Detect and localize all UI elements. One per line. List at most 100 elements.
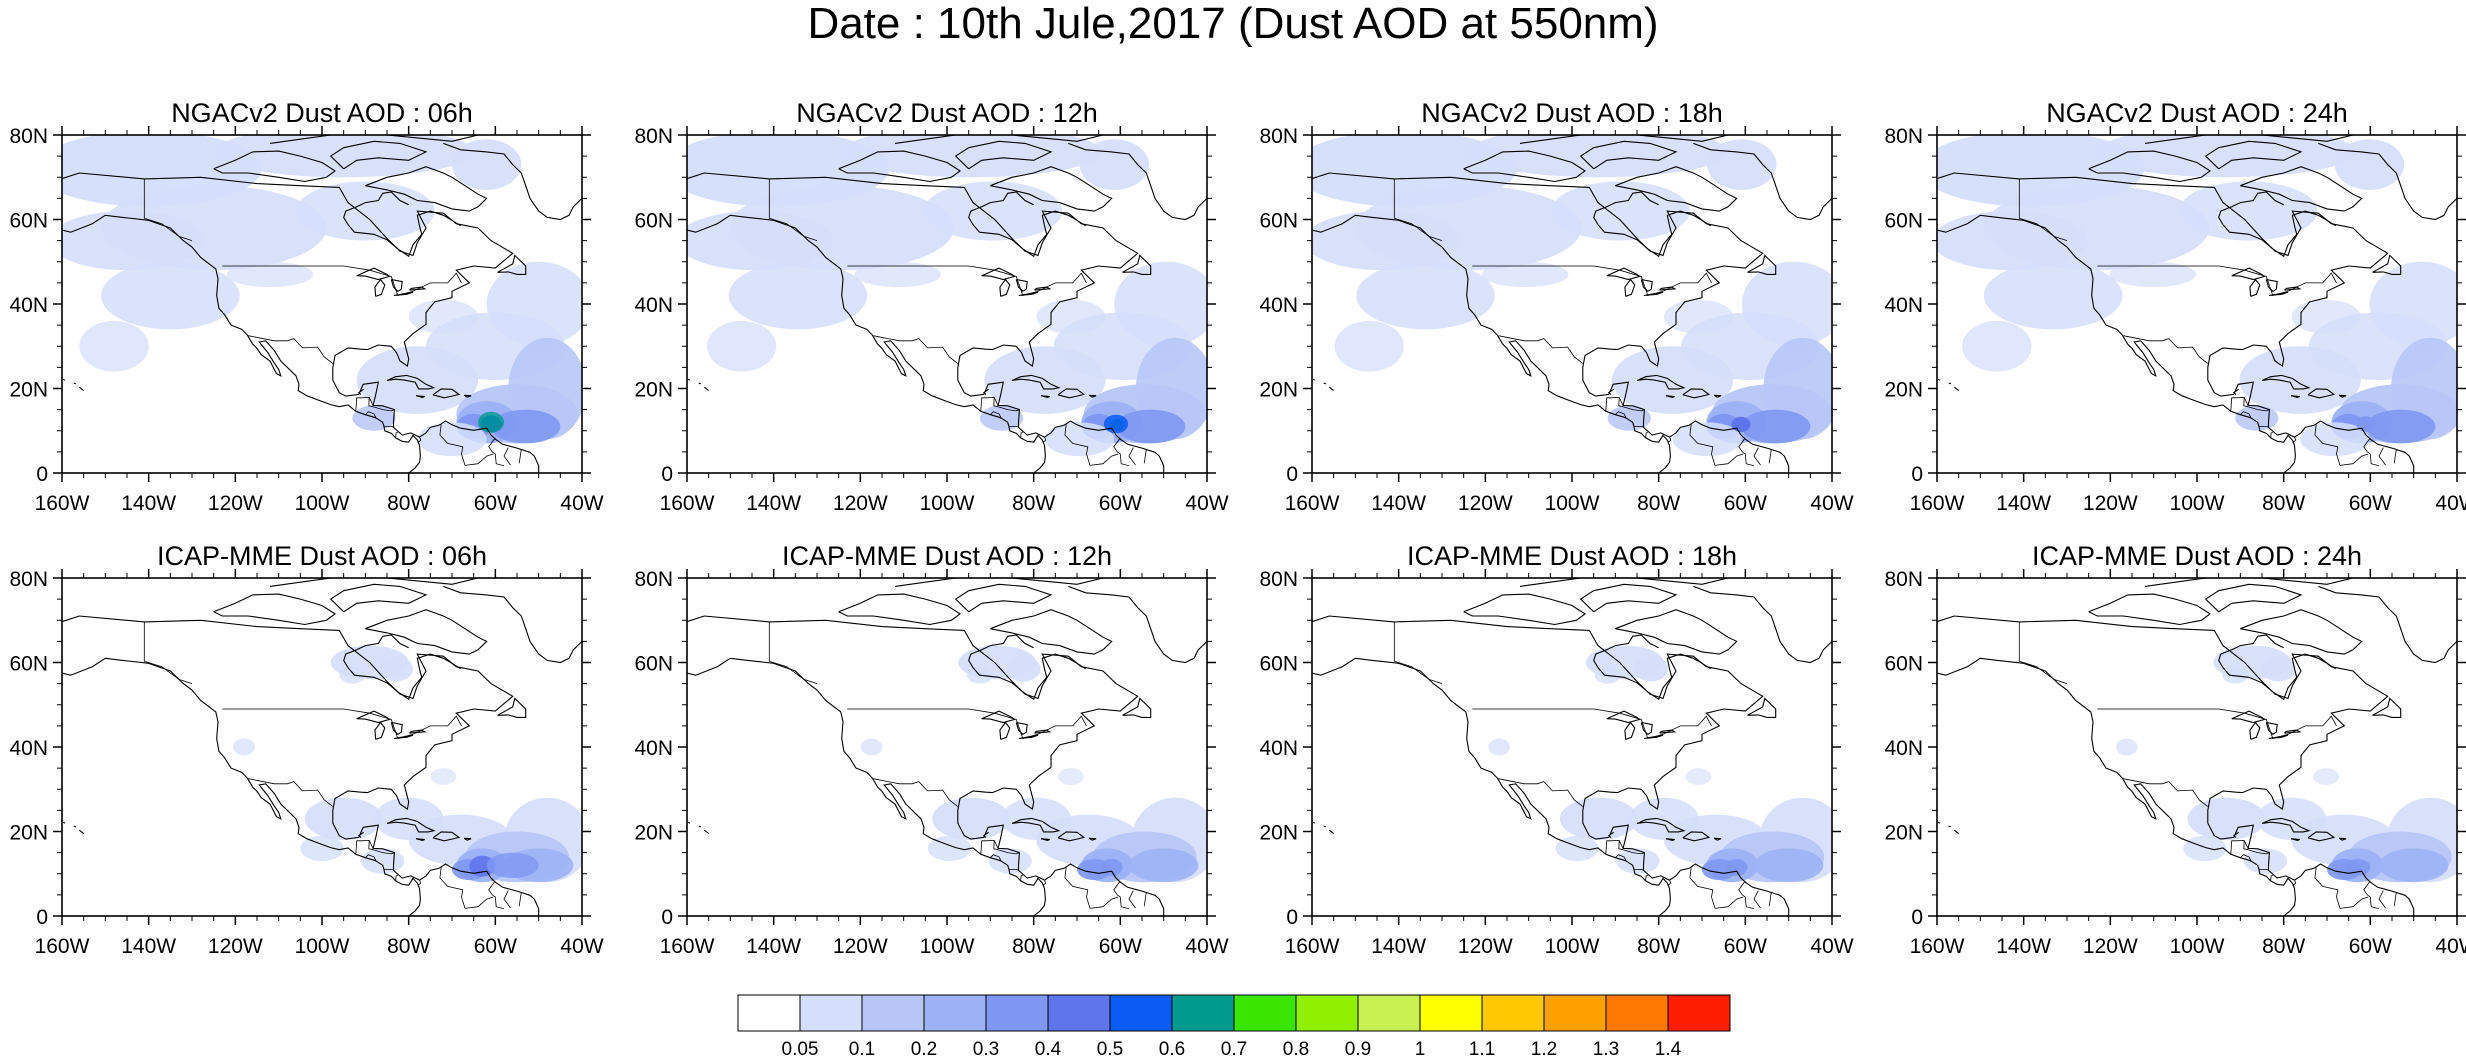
dust-region [2115,738,2138,756]
country-border [2292,436,2297,443]
coastline [2338,394,2347,398]
country-border [1753,890,1761,909]
coastline [1615,166,1738,212]
coastline [1948,382,1952,385]
coastline [687,172,1165,473]
colorbar-label: 0.05 [782,1039,819,1056]
coastline [1615,609,1738,655]
panels-layer: NGACv2 Dust AOD : 06h 80N 60N 40N 20N 0 160W 14… [9,98,2466,958]
lon-tick-label: 140W [1371,935,1426,958]
colorbar-label: 0.4 [1035,1039,1062,1056]
country-border [1143,892,1147,907]
colorbar-swatch [1233,994,1297,1032]
coastline [1122,697,1152,718]
colorbar-swatch [1419,994,1483,1032]
colorbar-label: 1.1 [1469,1039,1495,1056]
country-border [1618,397,1624,408]
coastline [374,721,386,740]
coastline [365,609,488,655]
coastline [1312,378,1316,381]
country-border [2339,896,2369,909]
lat-tick-label: 20N [9,379,48,402]
coastline [357,388,364,395]
country-border [1768,449,1772,464]
dust-region [2109,261,2197,288]
country-border [1498,778,1584,807]
country-border [1645,875,1648,881]
country-border [990,854,1002,862]
colorbar-swatch [861,994,925,1032]
country-border [248,778,334,807]
map-panel-4: NGACv2 Dust AOD : 24h 80N 60N 40N 20N 0 160W 14… [1884,98,2466,515]
coastline [463,837,472,841]
coastline [2261,374,2311,390]
lat-tick-label: 40N [634,294,673,317]
map-panel-7: ICAP-MME Dust AOD : 18h 80N 60N 40N 20N 0 160W… [1259,541,1853,958]
country-border [1605,839,1624,855]
lon-tick-label: 40W [560,492,603,515]
coastline [347,653,461,701]
lon-tick-label: 60W [1724,935,1767,958]
dust-region [430,768,457,786]
lat-tick-label: 20N [634,822,673,845]
coastline [343,191,409,225]
country-border [2097,708,2337,739]
country-border [1714,453,1744,466]
country-border [1753,447,1761,466]
lon-tick-label: 120W [208,492,263,515]
map-panel-3: NGACv2 Dust AOD : 18h 80N 60N 40N 20N 0 160W 14… [1259,98,1853,515]
dust-region [1356,261,1495,330]
lat-tick-label: 40N [1259,737,1298,760]
country-border [997,849,1020,855]
dust-region [2183,835,2227,862]
coastline [894,135,956,144]
lat-tick-label: 20N [1884,822,1923,845]
coastline [1693,142,1832,221]
lat-tick-label: 20N [9,822,48,845]
coastline [1953,829,1960,835]
country-border [1113,880,1130,910]
country-border [1042,879,1047,886]
country-border [2123,335,2209,364]
colorbar-label: 0.8 [1283,1039,1309,1056]
dust-region [2235,405,2279,431]
lon-tick-label: 120W [2083,492,2138,515]
lon-tick-label: 120W [2083,935,2138,958]
coastline [1937,821,1941,824]
lon-tick-label: 60W [474,492,517,515]
coastline [687,821,691,824]
country-border [1128,890,1136,909]
dust-region [1754,848,1824,883]
country-border [980,396,999,412]
coastline [2088,150,2211,183]
country-border [980,839,999,855]
colorbar-swatch [1667,994,1731,1032]
dust-region [352,405,396,431]
dust-region [923,181,1063,241]
coastline [1937,657,2296,916]
dust-region [2239,346,2361,414]
dust-region [2222,666,2249,684]
colorbar-label: 0.3 [973,1039,999,1056]
coastline [2088,593,2211,626]
coastline [982,831,989,838]
country-border [2097,265,2337,296]
coastline [356,267,391,281]
country-border [2363,437,2380,467]
lat-tick-label: 80N [9,125,48,148]
lon-tick-label: 160W [1910,492,1965,515]
lon-tick-label: 60W [1099,935,1142,958]
country-border [417,879,422,886]
country-border [417,436,422,443]
coastline [2265,278,2278,292]
panel-title: NGACv2 Dust AOD : 18h [1421,98,1723,128]
colorbar-label: 0.9 [1345,1039,1371,1056]
country-border [503,890,511,909]
lon-tick-label: 120W [833,935,888,958]
country-border [1645,432,1648,438]
coastline [1937,615,2415,916]
dust-region [1555,835,1599,862]
lon-tick-label: 80W [387,492,430,515]
country-border [222,265,462,296]
dust-region [1103,414,1129,434]
